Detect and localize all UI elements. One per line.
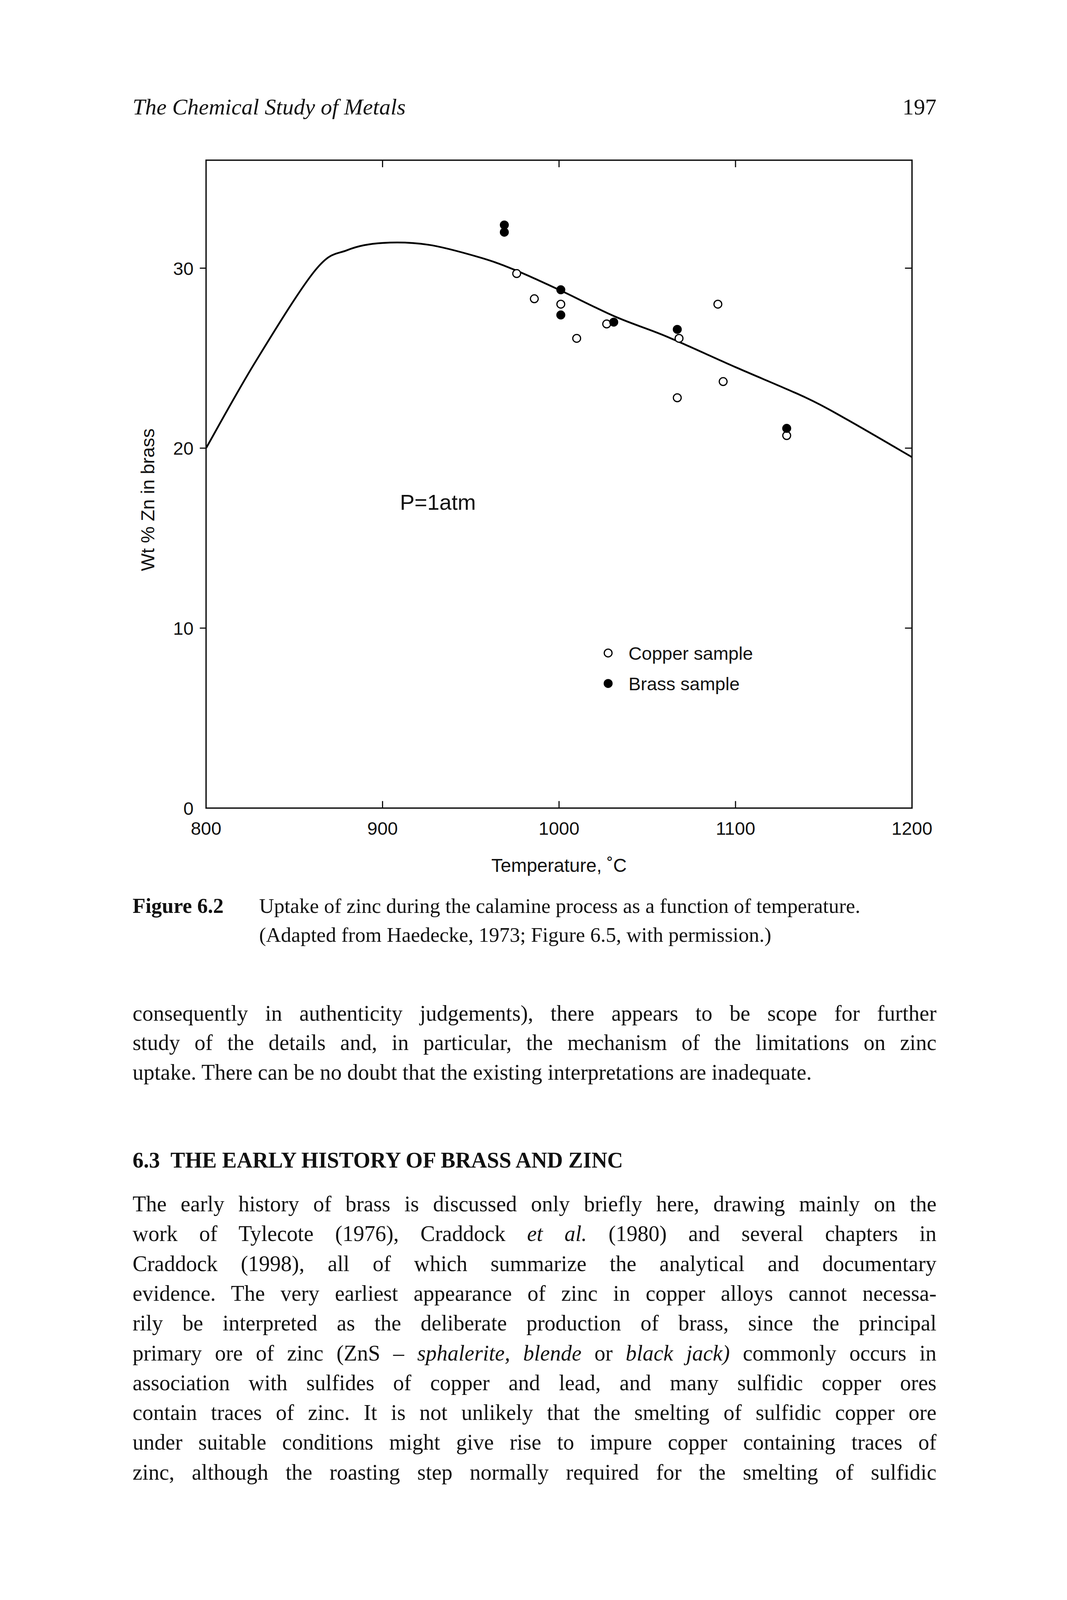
data-point	[512, 269, 521, 278]
x-tick-label: 900	[367, 817, 398, 839]
data-point	[609, 318, 618, 327]
y-tick	[199, 447, 207, 449]
text-line: under suitable conditions might give ris…	[132, 1427, 937, 1457]
text-line: uptake. There can be no doubt that the e…	[132, 1057, 937, 1087]
chart: 800 900 1000 1100 1200 0 10 20 30 Temperature, ˚C…	[0, 0, 1067, 899]
data-point	[713, 300, 722, 309]
text-run: or	[581, 1340, 626, 1365]
text-line: contain traces of zinc. It is not unlike…	[132, 1397, 937, 1428]
text-run: study of the details and, in particular,…	[132, 1030, 937, 1055]
text-run: under suitable conditions might give ris…	[132, 1429, 937, 1455]
x-tick	[558, 160, 560, 168]
text-run: The early history of brass is discussed …	[132, 1191, 937, 1216]
y-tick	[199, 267, 207, 269]
text-line: zinc, although the roasting step normall…	[132, 1457, 937, 1487]
text-line: The early history of brass is discussed …	[132, 1188, 937, 1219]
y-tick-label: 20	[173, 437, 194, 459]
text-run: (1980) and several chapters in	[587, 1221, 937, 1246]
y-tick	[199, 627, 207, 629]
legend-label: Copper sample	[628, 642, 753, 664]
italic-run: sphalerite, blende	[417, 1340, 582, 1365]
fit-curve	[206, 242, 913, 457]
legend-marker	[604, 679, 613, 688]
text-line: primary ore of zinc (ZnS – sphalerite, b…	[132, 1338, 937, 1368]
legend-marker	[604, 649, 613, 657]
data-point	[556, 310, 565, 319]
y-tick-label: 0	[183, 797, 194, 819]
text-run: contain traces of zinc. It is not unlike…	[132, 1400, 937, 1425]
text-run: work of Tylecote (1976), Craddock	[132, 1221, 528, 1246]
text-run: Craddock (1998), all of which summarize …	[132, 1251, 937, 1276]
data-point	[673, 393, 682, 402]
text-line: study of the details and, in particular,…	[132, 1027, 937, 1058]
x-tick-label: 1000	[538, 817, 580, 839]
text-line: Craddock (1998), all of which summarize …	[132, 1248, 937, 1279]
y-tick	[904, 627, 912, 629]
x-tick	[381, 801, 384, 809]
text-run: association with sulfides of copper and …	[132, 1370, 937, 1395]
data-point	[719, 377, 728, 386]
text-run: evidence. The very earliest appearance o…	[132, 1281, 937, 1306]
data-point	[500, 228, 509, 236]
italic-run: et al.	[527, 1221, 588, 1246]
caption-line: (Adapted from Haedecke, 1973; Figure 6.5…	[258, 920, 771, 949]
text-run: zinc, although the roasting step normall…	[132, 1459, 937, 1485]
plot-frame	[206, 160, 913, 809]
y-tick-label: 10	[173, 617, 194, 639]
x-tick	[381, 160, 384, 168]
plot-area	[206, 221, 913, 457]
text-run: consequently in authenticity judgements)…	[132, 1000, 937, 1026]
text-run: uptake. There can be no doubt that the e…	[132, 1059, 812, 1085]
data-point	[675, 334, 684, 343]
x-tick-label: 1200	[891, 817, 933, 839]
legend-label: Brass sample	[628, 673, 740, 695]
figure-label: Figure 6.2	[132, 891, 224, 920]
data-point	[556, 300, 565, 309]
text-line: rily be interpreted as the deliberate pr…	[132, 1307, 937, 1338]
x-tick	[735, 801, 737, 809]
page-number: 197	[132, 91, 937, 123]
text-line: consequently in authenticity judgements)…	[132, 998, 937, 1028]
italic-run: black jack)	[625, 1340, 730, 1365]
data-point	[572, 334, 581, 343]
data-point	[556, 285, 565, 294]
text-line: evidence. The very earliest appearance o…	[132, 1278, 937, 1308]
data-point	[530, 294, 539, 303]
text-line: association with sulfides of copper and …	[132, 1367, 937, 1398]
y-tick-label: 30	[173, 258, 194, 279]
x-tick	[558, 801, 560, 809]
text-line: work of Tylecote (1976), Craddock et al.…	[132, 1218, 937, 1249]
x-tick-label: 800	[190, 817, 222, 839]
data-point	[673, 325, 682, 334]
text-run: commonly occurs in	[729, 1340, 937, 1365]
y-axis-label: Wt % Zn in brass	[137, 428, 159, 571]
data-point	[782, 424, 791, 433]
running-header: The Chemical Study of Metals	[132, 91, 406, 123]
x-axis-label: Temperature, ˚C	[491, 854, 627, 876]
section-heading: 6.3 THE EARLY HISTORY OF BRASS AND ZINC	[132, 1145, 624, 1175]
page: The Chemical Study of Metals197800900100…	[0, 0, 1067, 1600]
x-tick	[735, 160, 737, 168]
annotation: P=1atm	[399, 489, 477, 515]
text-run: primary ore of zinc (ZnS –	[132, 1340, 418, 1365]
y-tick	[904, 267, 912, 269]
x-tick-label: 1100	[715, 817, 756, 839]
y-tick	[904, 447, 912, 449]
text-run: rily be interpreted as the deliberate pr…	[132, 1310, 937, 1335]
caption-line: Uptake of zinc during the calamine proce…	[258, 891, 861, 920]
